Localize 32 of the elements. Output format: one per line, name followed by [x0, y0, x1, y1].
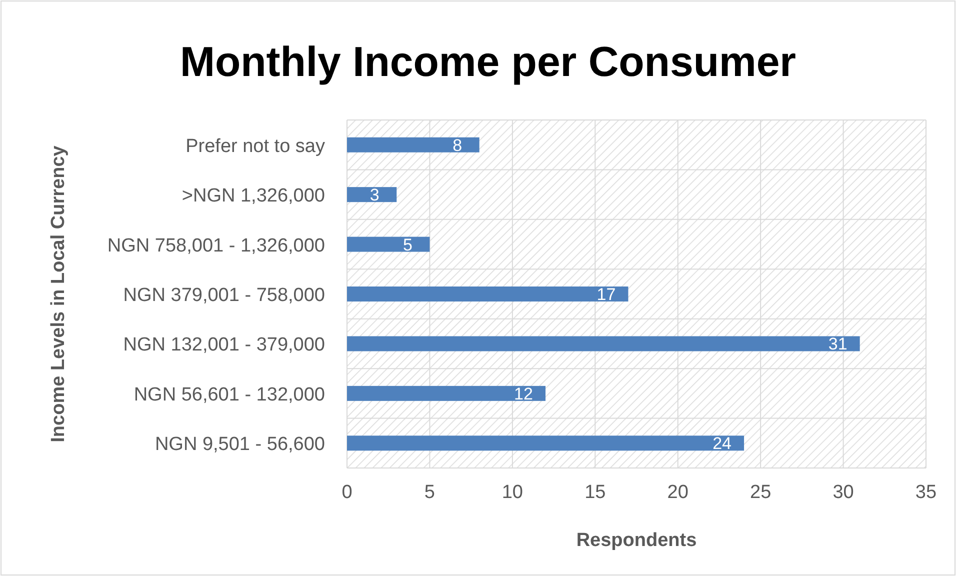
bar	[347, 436, 744, 451]
bar	[347, 187, 397, 202]
y-tick-label: NGN 9,501 - 56,600	[154, 434, 325, 456]
y-tick-label: NGN 758,001 - 1,326,000	[107, 235, 325, 256]
bar	[347, 386, 546, 401]
bar	[347, 336, 860, 352]
y-axis-title: Income Levels in Local Currency	[48, 145, 69, 442]
bar	[347, 236, 430, 252]
y-tick-label: NGN 379,001 - 758,000	[123, 285, 325, 306]
x-tick-label: 30	[832, 482, 854, 503]
x-axis-title: Respondents	[576, 530, 697, 551]
y-tick-label: NGN 56,601 - 132,000	[134, 384, 325, 406]
data-label: 12	[514, 384, 533, 404]
data-label: 24	[712, 434, 732, 454]
data-label: 17	[596, 285, 616, 304]
bar	[347, 137, 480, 152]
y-tick-label: >NGN 1,326,000	[182, 186, 325, 207]
data-label: 5	[402, 235, 412, 254]
y-tick-label: Prefer not to say	[186, 136, 326, 157]
x-tick-label: 5	[424, 482, 436, 503]
x-tick-label: 10	[502, 482, 523, 503]
x-tick-label: 15	[584, 482, 606, 503]
x-tick-label: 20	[667, 482, 688, 503]
y-tick-label: NGN 132,001 - 379,000	[123, 334, 325, 356]
bar	[347, 286, 628, 302]
chart-title: Monthly Income per Consumer	[180, 38, 796, 85]
data-label: 31	[828, 334, 848, 354]
data-label: 8	[452, 136, 462, 155]
x-tick-label: 25	[750, 482, 772, 503]
x-tick-label: 0	[342, 482, 352, 503]
x-tick-label: 35	[915, 482, 937, 503]
data-label: 3	[370, 186, 380, 205]
